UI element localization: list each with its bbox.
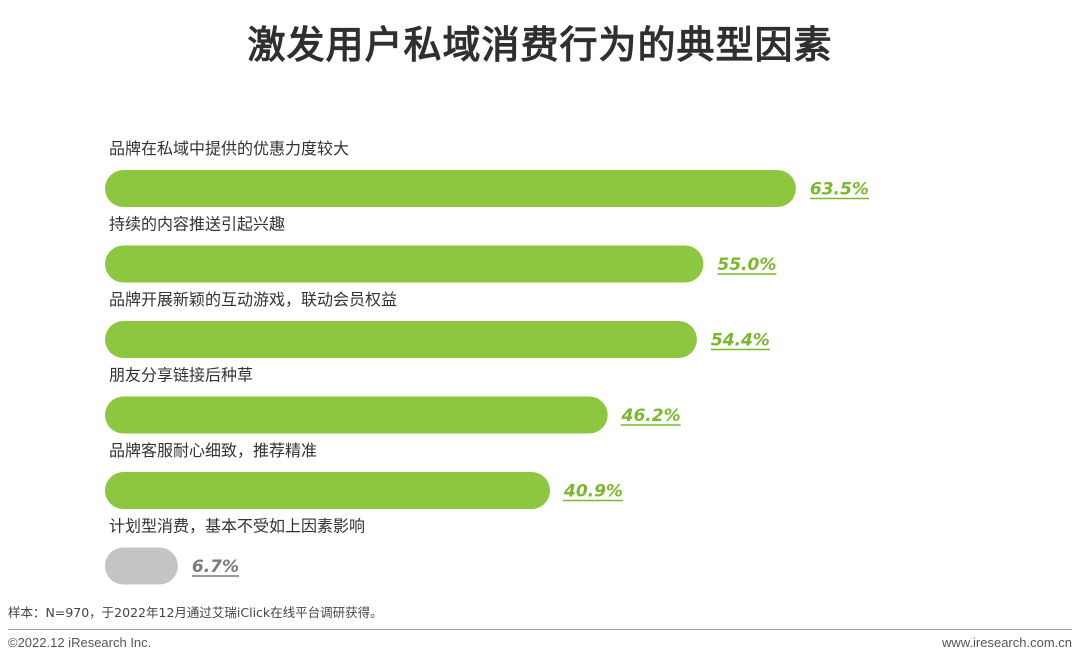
bar — [105, 245, 704, 283]
bar — [105, 396, 608, 434]
value-label: 40.9% — [563, 482, 623, 502]
category-label: 朋友分享链接后种草 — [109, 366, 253, 385]
website-url: www.iresearch.com.cn — [941, 635, 1072, 650]
footer-divider — [8, 629, 1072, 630]
value-label: 63.5% — [810, 180, 869, 200]
category-label: 品牌客服耐心细致，推荐精准 — [109, 441, 317, 460]
category-label: 计划型消费，基本不受如上因素影响 — [109, 517, 365, 536]
category-label: 品牌开展新颖的互动游戏，联动会员权益 — [109, 290, 397, 309]
value-label: 6.7% — [192, 557, 239, 577]
copyright-text: ©2022.12 iResearch Inc. — [8, 635, 152, 650]
sample-note: 样本：N=970，于2022年12月通过艾瑞iClick在线平台调研获得。 — [8, 605, 383, 620]
bar-chart: 品牌在私域中提供的优惠力度较大 63.5% 持续的内容推送引起兴趣 55.0% 品牌开展… — [105, 139, 869, 585]
value-label: 46.2% — [621, 406, 681, 426]
bar — [105, 170, 796, 207]
category-label: 持续的内容推送引起兴趣 — [109, 215, 285, 234]
value-label: 54.4% — [711, 331, 770, 351]
chart-title: 激发用户私域消费行为的典型因素 — [247, 23, 833, 67]
bar — [105, 321, 697, 358]
bar — [105, 472, 550, 509]
value-label: 55.0% — [717, 255, 776, 275]
category-label: 品牌在私域中提供的优惠力度较大 — [109, 139, 349, 158]
bar — [105, 547, 178, 585]
